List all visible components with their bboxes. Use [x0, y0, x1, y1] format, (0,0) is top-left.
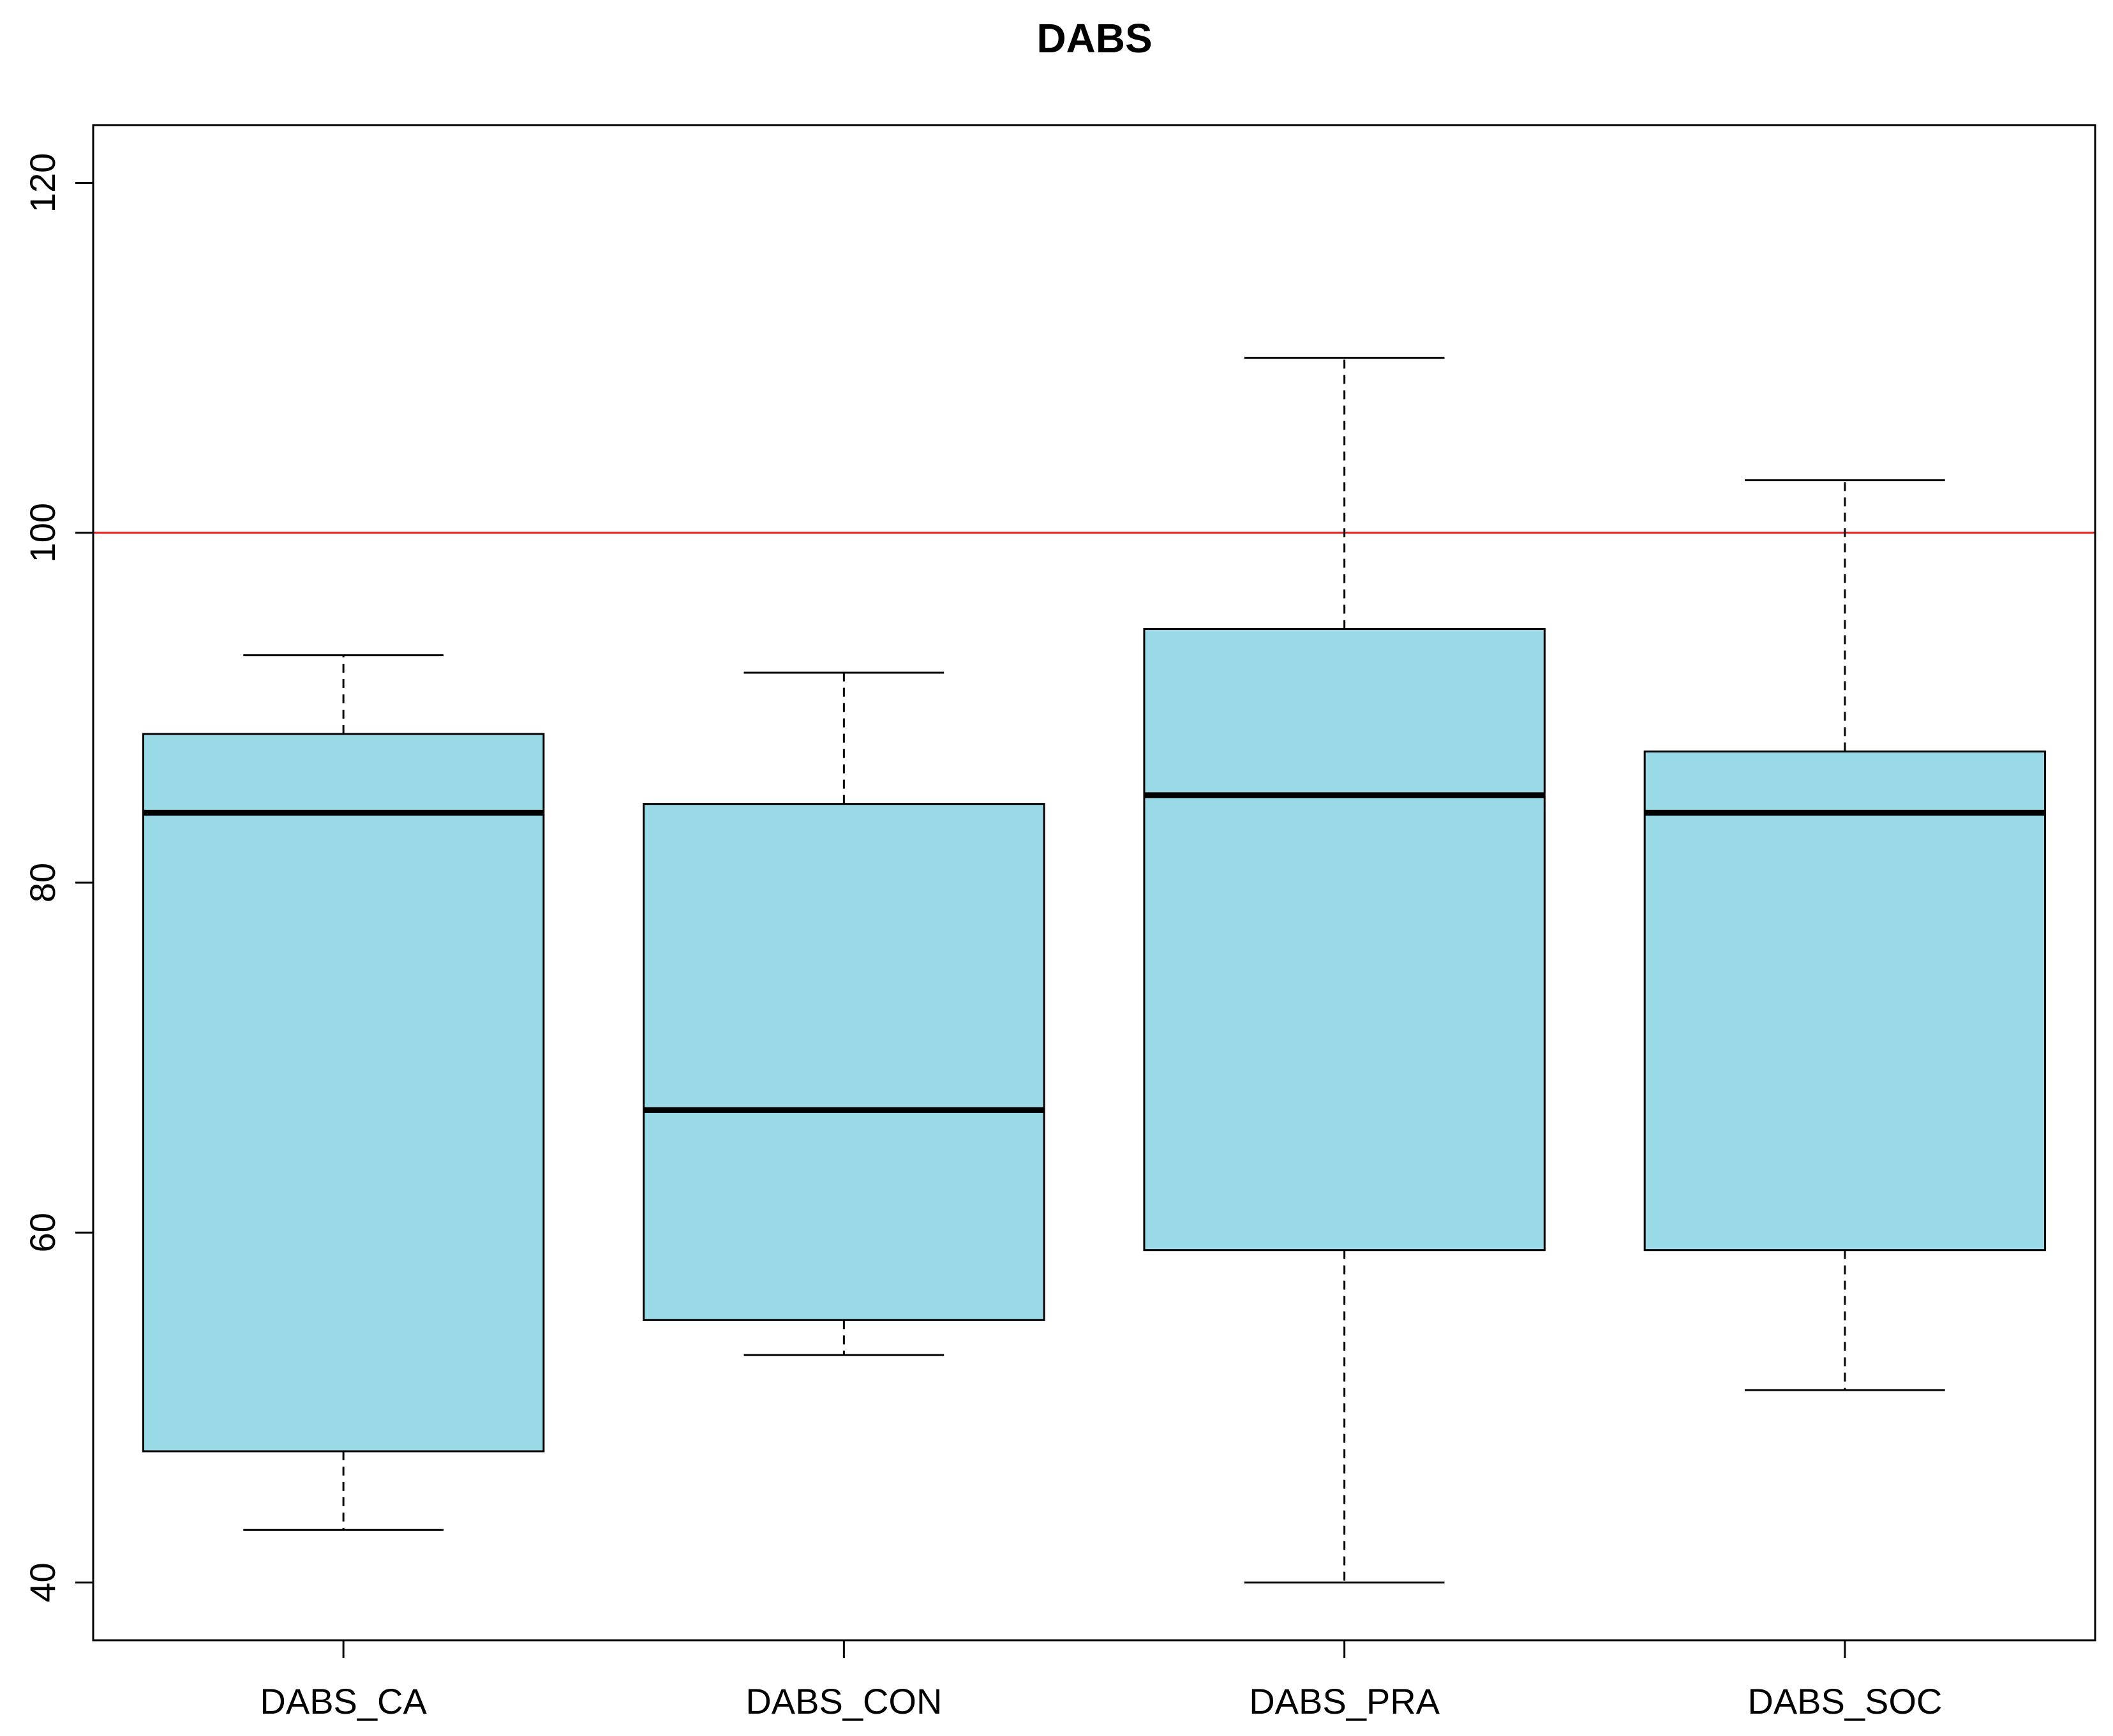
chart-title: DABS [1036, 15, 1152, 61]
y-tick-label: 40 [22, 1562, 63, 1602]
y-tick-label: 60 [22, 1213, 63, 1252]
box-dabs_ca [142, 733, 545, 1453]
box-dabs_soc [1643, 750, 2047, 1252]
x-tick-label: DABS_SOC [1747, 1681, 1942, 1721]
x-tick-label: DABS_CA [260, 1681, 427, 1721]
plot-frame [92, 124, 2096, 1642]
box-dabs_pra [1143, 628, 1546, 1252]
y-tick-label: 80 [22, 863, 63, 902]
box-dabs_con [643, 803, 1045, 1321]
y-tick-label: 120 [22, 153, 63, 213]
box-group-dabs_soc [1643, 479, 2047, 1391]
x-tick-label: DABS_PRA [1249, 1681, 1440, 1721]
x-tick-label: DABS_CON [745, 1681, 942, 1721]
box-group-dabs_ca [142, 654, 545, 1531]
box-group-dabs_pra [1143, 357, 1546, 1584]
y-tick-label: 100 [22, 503, 63, 562]
box-group-dabs_con [643, 671, 1045, 1356]
